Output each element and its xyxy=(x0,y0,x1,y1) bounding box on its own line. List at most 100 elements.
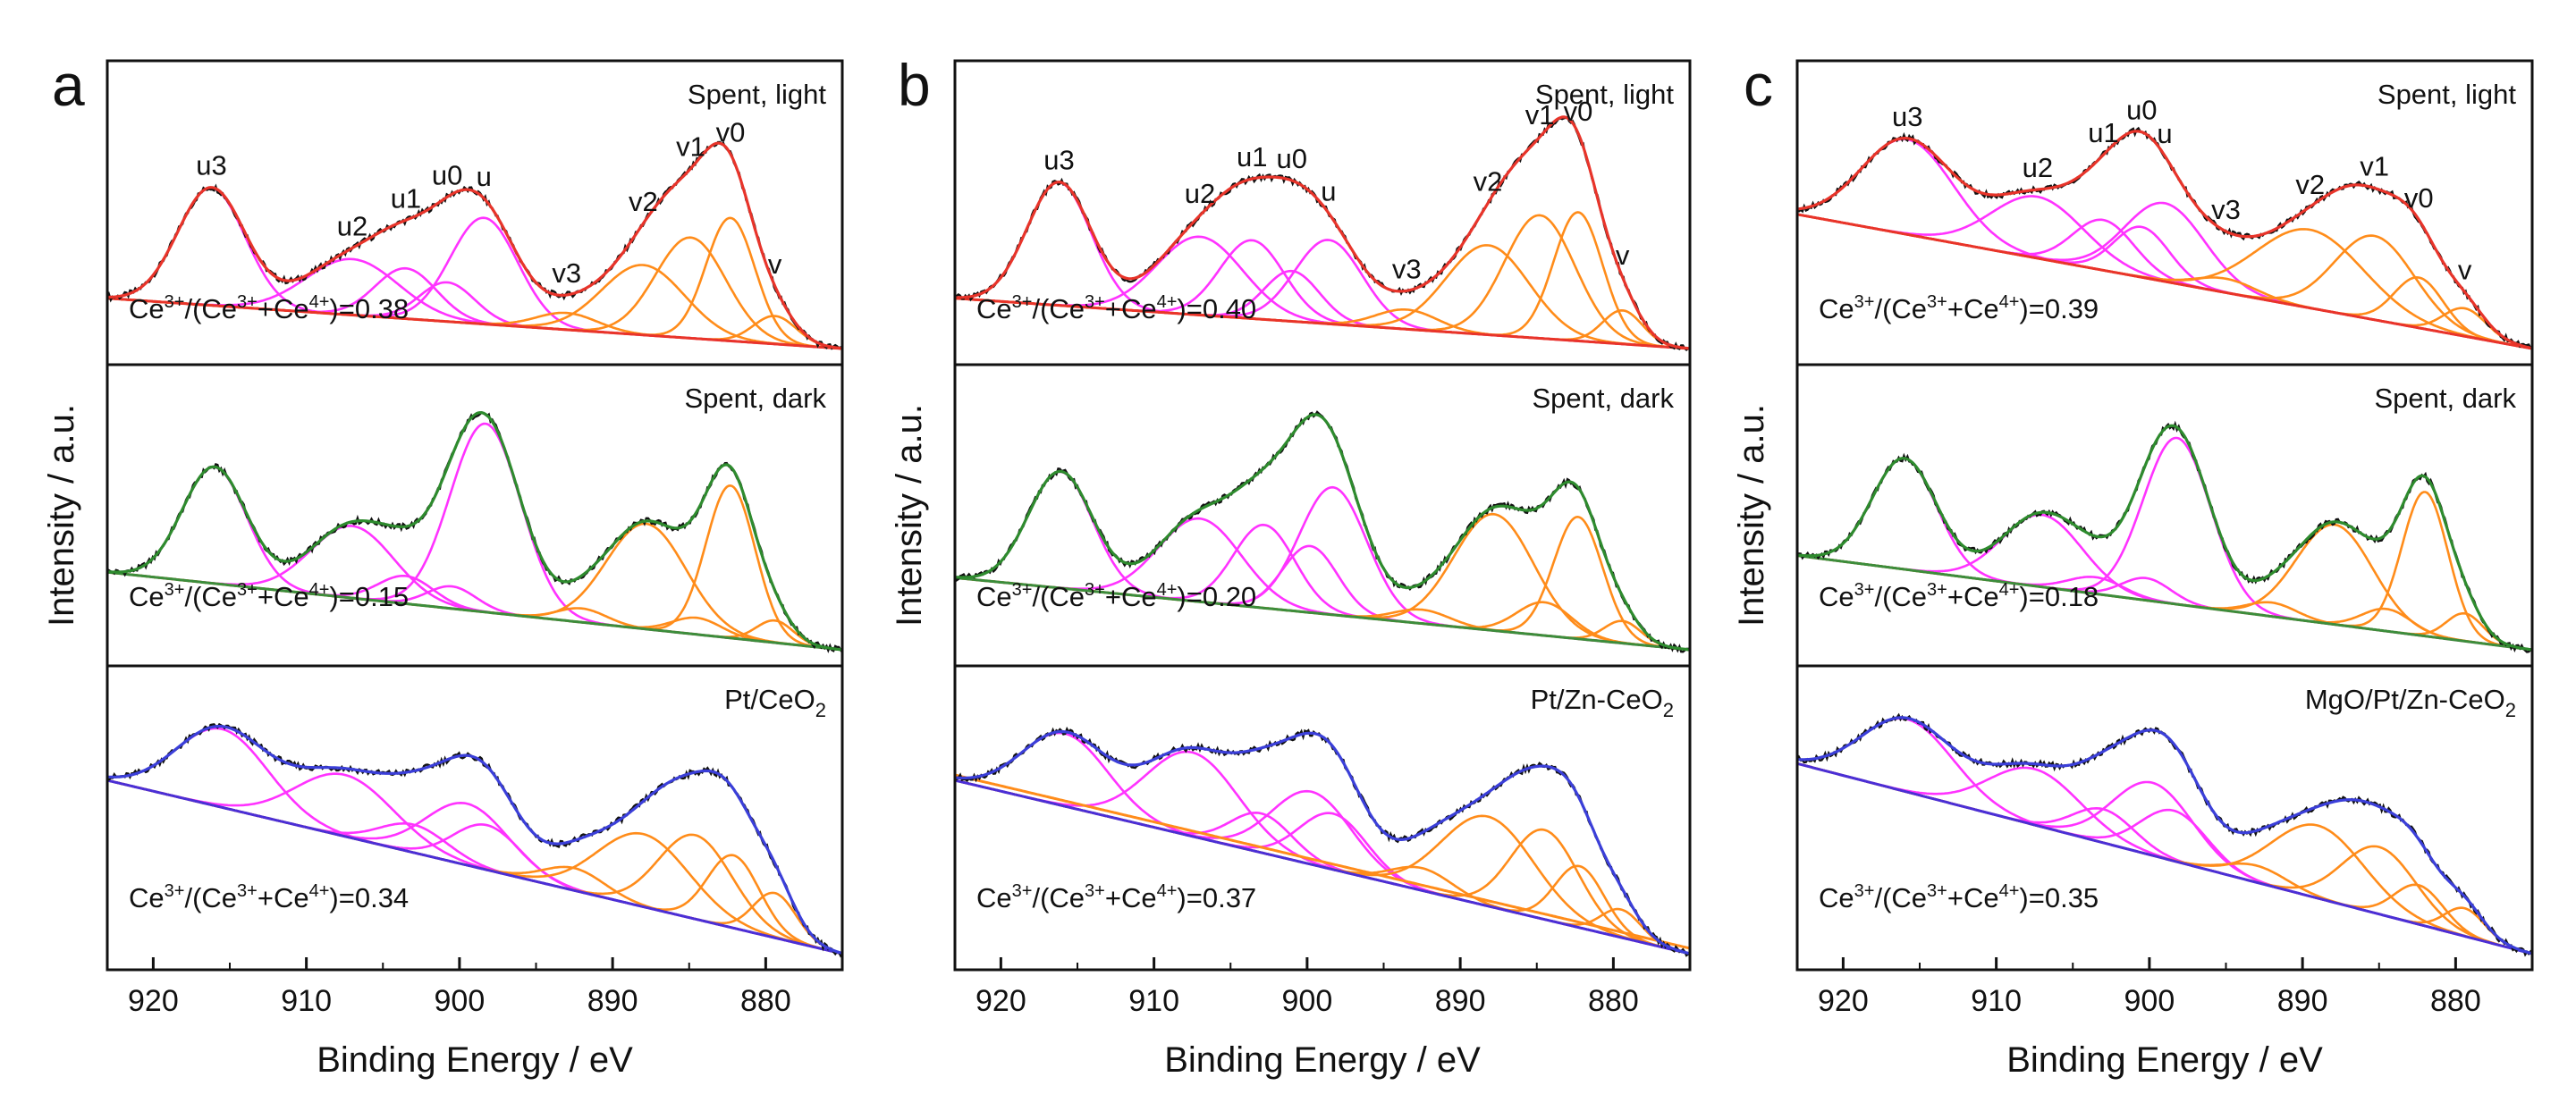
peak-label-u0: u0 xyxy=(1277,143,1307,174)
background-line xyxy=(954,297,1691,350)
peak-label-u3: u3 xyxy=(196,150,226,181)
peak-label-v2: v2 xyxy=(2295,169,2325,200)
background-line xyxy=(1796,554,2533,652)
x-tick-label: 900 xyxy=(1282,984,1333,1018)
peak-label-u1: u1 xyxy=(391,182,421,214)
peak-label-u3: u3 xyxy=(1043,145,1074,176)
panel-b: b Spent, light Ce3+/(Ce3++Ce4+)=0.40 u3 u2 u1… xyxy=(890,52,1692,1080)
ce3-ratio-label: Ce3+/(Ce3++Ce4+)=0.20 xyxy=(976,580,1256,612)
peak-label-v2: v2 xyxy=(629,186,658,217)
peak-label-v1: v1 xyxy=(2360,150,2389,181)
subplot-b-1: Spent, light Ce3+/(Ce3++Ce4+)=0.40 u3 u2 u1 u… xyxy=(953,59,1692,366)
fit-envelope xyxy=(954,729,1691,955)
fit-envelope xyxy=(106,141,843,350)
peak-label-u0: u0 xyxy=(432,159,462,190)
fit-envelope xyxy=(1796,716,2533,955)
x-tick-label: 890 xyxy=(587,984,638,1018)
background-line xyxy=(954,779,1691,955)
ce3-ratio-label: Ce3+/(Ce3++Ce4+)=0.34 xyxy=(129,881,409,913)
sample-label: Spent, dark xyxy=(1532,383,1674,414)
background-line-alt xyxy=(954,773,1691,950)
peak-label-u2: u2 xyxy=(2023,152,2053,183)
experimental-data xyxy=(953,410,1691,653)
fit-envelope xyxy=(1796,424,2533,652)
fit-envelope xyxy=(106,725,843,955)
x-tick-label: 910 xyxy=(1971,984,2022,1018)
component-peak-v0 xyxy=(106,216,843,350)
subplot-b-2: Spent, dark Ce3+/(Ce3++Ce4+)=0.20 xyxy=(953,363,1692,668)
component-peak-v0 xyxy=(106,484,843,652)
panel-letter: b xyxy=(898,52,931,118)
peak-label-u2: u2 xyxy=(1185,178,1215,209)
peak-label-v: v xyxy=(2458,255,2472,286)
x-tick-label: 880 xyxy=(1588,984,1639,1018)
peak-label-v0: v0 xyxy=(716,116,746,147)
subplot-c-3: MgO/Pt/Zn-CeO2 Ce3+/(Ce3++Ce4+)=0.35 xyxy=(1795,664,2534,972)
panel-letter: a xyxy=(52,52,85,118)
x-axis-label: Binding Energy / eV xyxy=(1164,1040,1481,1080)
sample-label: Pt/Zn-CeO2 xyxy=(1531,684,1674,721)
background-line xyxy=(954,576,1691,652)
subplot-a-3: Pt/CeO2 Ce3+/(Ce3++Ce4+)=0.34 xyxy=(106,664,844,972)
peak-label-v0: v0 xyxy=(2404,182,2434,214)
x-tick-label: 880 xyxy=(2430,984,2481,1018)
fit-envelope xyxy=(106,410,843,652)
background-line xyxy=(1796,762,2533,955)
sample-label: Spent, light xyxy=(1535,79,1674,110)
ce3-ratio-label: Ce3+/(Ce3++Ce4+)=0.37 xyxy=(976,881,1256,913)
peak-label-v3: v3 xyxy=(1392,253,1422,284)
y-axis-label: Intensity / a.u. xyxy=(890,404,929,627)
peak-label-u: u xyxy=(477,161,492,192)
sample-label: Spent, light xyxy=(2378,79,2516,110)
component-peak-v0 xyxy=(954,211,1691,350)
ce3-ratio-label: Ce3+/(Ce3++Ce4+)=0.40 xyxy=(976,292,1256,324)
ce3-ratio-label: Ce3+/(Ce3++Ce4+)=0.35 xyxy=(1819,881,2099,913)
component-peak-u3 xyxy=(954,731,1691,955)
peak-label-u1: u1 xyxy=(2088,117,2118,148)
x-tick-label: 920 xyxy=(128,984,179,1018)
peak-label-v1: v1 xyxy=(676,131,705,163)
panel-c: c Spent, light Ce3+/(Ce3++Ce4+)=0.39 u3 u2 u1… xyxy=(1732,52,2534,1080)
component-peak-u xyxy=(106,216,843,350)
panel-letter: c xyxy=(1744,52,1773,118)
component-peak-v1 xyxy=(954,214,1691,350)
x-tick-label: 910 xyxy=(281,984,332,1018)
x-tick-label: 890 xyxy=(1435,984,1486,1018)
peak-label-v: v xyxy=(1616,240,1630,271)
peak-label-v3: v3 xyxy=(2211,194,2241,225)
experimental-data xyxy=(106,411,843,653)
peak-label-v2: v2 xyxy=(1474,165,1503,197)
subplot-a-1: Spent, light Ce3+/(Ce3++Ce4+)=0.38 u3 u2 u1 u… xyxy=(106,59,844,366)
x-tick-label: 920 xyxy=(976,984,1026,1018)
x-tick-label: 910 xyxy=(1128,984,1179,1018)
ce3-ratio-label: Ce3+/(Ce3++Ce4+)=0.38 xyxy=(129,292,409,324)
subplot-c-1: Spent, light Ce3+/(Ce3++Ce4+)=0.39 u3 u2 u1 u… xyxy=(1795,59,2534,366)
x-axis-label: Binding Energy / eV xyxy=(317,1040,633,1080)
peak-label-u1: u1 xyxy=(1237,141,1267,173)
peak-label-v0: v0 xyxy=(1564,96,1593,127)
component-peak-u3 xyxy=(1796,457,2533,652)
peak-label-u: u xyxy=(1321,175,1336,206)
background-line xyxy=(1796,213,2533,350)
subplot-frame xyxy=(1795,664,2534,972)
subplot-c-2: Spent, dark Ce3+/(Ce3++Ce4+)=0.18 xyxy=(1795,363,2534,668)
component-peak-u3 xyxy=(106,466,843,652)
sample-label: Spent, dark xyxy=(684,383,826,414)
component-peak-u xyxy=(1796,436,2533,652)
y-axis-label: Intensity / a.u. xyxy=(42,404,81,627)
peak-label-u3: u3 xyxy=(1892,101,1922,132)
x-tick-label: 900 xyxy=(435,984,486,1018)
x-tick-label: 920 xyxy=(1818,984,1869,1018)
background-line xyxy=(106,570,843,652)
y-axis-label: Intensity / a.u. xyxy=(1732,404,1771,627)
fit-envelope xyxy=(955,115,1691,350)
peak-label-u: u xyxy=(2157,118,2172,149)
ce3-ratio-label: Ce3+/(Ce3++Ce4+)=0.15 xyxy=(129,580,409,612)
x-axis-label: Binding Energy / eV xyxy=(2006,1040,2323,1080)
sample-label: Spent, dark xyxy=(2374,383,2516,414)
peak-label-v3: v3 xyxy=(552,257,581,289)
ce3-ratio-label: Ce3+/(Ce3++Ce4+)=0.39 xyxy=(1819,292,2099,324)
peak-label-u2: u2 xyxy=(337,211,367,242)
subplot-a-2: Spent, dark Ce3+/(Ce3++Ce4+)=0.15 xyxy=(106,363,844,668)
